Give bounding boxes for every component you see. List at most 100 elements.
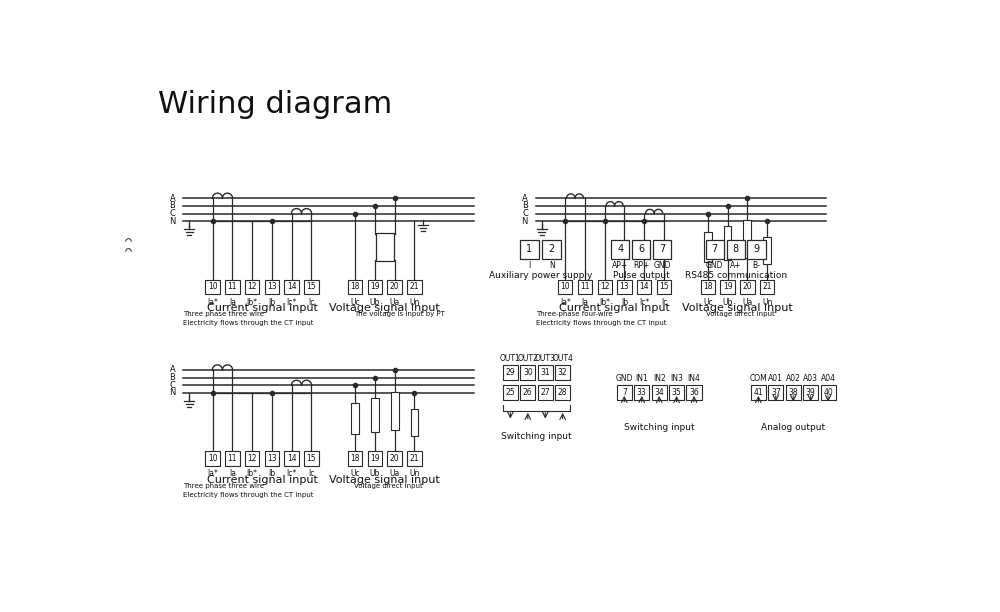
Text: 4: 4: [617, 244, 623, 255]
Text: 7: 7: [659, 244, 665, 255]
Text: Pulse output: Pulse output: [613, 271, 670, 280]
Text: 18: 18: [350, 454, 360, 463]
FancyBboxPatch shape: [376, 233, 394, 261]
FancyBboxPatch shape: [304, 280, 319, 294]
Text: Ib: Ib: [268, 469, 275, 478]
Text: N: N: [522, 217, 528, 226]
Text: 10: 10: [208, 282, 217, 291]
Text: Ia*: Ia*: [207, 297, 218, 307]
FancyBboxPatch shape: [368, 280, 382, 294]
FancyBboxPatch shape: [304, 451, 319, 466]
Text: 33: 33: [637, 388, 647, 397]
Text: A03: A03: [803, 375, 818, 383]
Text: I: I: [528, 261, 530, 269]
Text: 34: 34: [654, 388, 664, 397]
Text: Ic*: Ic*: [639, 297, 649, 307]
FancyBboxPatch shape: [205, 280, 220, 294]
FancyBboxPatch shape: [611, 240, 629, 259]
Text: 41: 41: [754, 388, 763, 397]
Text: Ua: Ua: [742, 297, 752, 307]
Text: Ub: Ub: [370, 469, 380, 478]
Text: B-: B-: [753, 261, 761, 269]
FancyBboxPatch shape: [657, 280, 671, 294]
FancyBboxPatch shape: [368, 451, 382, 466]
FancyBboxPatch shape: [411, 409, 418, 436]
FancyBboxPatch shape: [803, 386, 818, 400]
Text: Un: Un: [762, 297, 772, 307]
Text: Ia: Ia: [581, 297, 588, 307]
Text: Ib*: Ib*: [247, 469, 258, 478]
Text: 14: 14: [287, 282, 296, 291]
FancyBboxPatch shape: [225, 280, 240, 294]
Text: 9: 9: [754, 244, 760, 255]
Text: 7: 7: [622, 388, 627, 397]
Text: Uc: Uc: [350, 469, 360, 478]
Text: 20: 20: [743, 282, 752, 291]
Text: 11: 11: [228, 454, 237, 463]
Text: RP+: RP+: [633, 261, 649, 269]
Text: OUT1: OUT1: [500, 354, 521, 364]
Text: A: A: [522, 193, 528, 203]
FancyBboxPatch shape: [348, 280, 362, 294]
Text: 19: 19: [370, 282, 380, 291]
Text: 19: 19: [723, 282, 732, 291]
Text: Ua: Ua: [390, 297, 400, 307]
Text: OUT2: OUT2: [517, 354, 538, 364]
Text: Voltage signal input: Voltage signal input: [329, 303, 440, 313]
FancyBboxPatch shape: [225, 451, 240, 466]
FancyBboxPatch shape: [760, 280, 774, 294]
Text: 19: 19: [370, 454, 380, 463]
FancyBboxPatch shape: [503, 386, 518, 400]
Text: Voltage signal input: Voltage signal input: [682, 303, 793, 313]
Text: Uc: Uc: [350, 297, 360, 307]
FancyBboxPatch shape: [555, 365, 570, 380]
FancyBboxPatch shape: [724, 226, 731, 260]
Text: Ib*: Ib*: [247, 297, 258, 307]
FancyBboxPatch shape: [704, 231, 712, 263]
Text: 21: 21: [762, 282, 772, 291]
FancyBboxPatch shape: [520, 365, 535, 380]
Text: Ib*: Ib*: [599, 297, 610, 307]
Text: Ub: Ub: [722, 297, 733, 307]
Text: Analog output: Analog output: [761, 423, 825, 432]
FancyBboxPatch shape: [387, 280, 402, 294]
FancyBboxPatch shape: [284, 451, 299, 466]
Text: 36: 36: [689, 388, 699, 397]
FancyBboxPatch shape: [520, 240, 539, 259]
FancyBboxPatch shape: [245, 280, 259, 294]
Text: 37: 37: [771, 388, 781, 397]
Text: 14: 14: [639, 282, 649, 291]
FancyBboxPatch shape: [555, 386, 570, 400]
Text: Ib: Ib: [621, 297, 628, 307]
Text: Current signal input: Current signal input: [559, 303, 670, 313]
Text: IN2: IN2: [653, 375, 666, 383]
Text: 25: 25: [506, 388, 515, 397]
FancyBboxPatch shape: [701, 280, 715, 294]
Text: Wiring diagram: Wiring diagram: [158, 91, 392, 119]
Text: A02: A02: [786, 375, 801, 383]
Text: N: N: [549, 261, 555, 269]
Text: 18: 18: [350, 282, 360, 291]
Text: Switching input: Switching input: [501, 432, 572, 441]
FancyBboxPatch shape: [578, 280, 592, 294]
Text: Ic: Ic: [308, 297, 315, 307]
Text: Ia*: Ia*: [207, 469, 218, 478]
Text: 35: 35: [672, 388, 681, 397]
FancyBboxPatch shape: [632, 240, 650, 259]
Text: Ub: Ub: [370, 297, 380, 307]
Text: 7: 7: [712, 244, 718, 255]
Text: Auxiliary power supply: Auxiliary power supply: [489, 271, 592, 280]
Text: 20: 20: [390, 454, 400, 463]
Text: 2: 2: [549, 244, 555, 255]
Text: N: N: [169, 389, 175, 397]
Text: 12: 12: [247, 282, 257, 291]
FancyBboxPatch shape: [634, 386, 649, 400]
FancyBboxPatch shape: [727, 240, 745, 259]
Text: IN1: IN1: [635, 375, 648, 383]
Text: Ia: Ia: [229, 469, 236, 478]
FancyBboxPatch shape: [821, 386, 836, 400]
Text: A01: A01: [768, 375, 783, 383]
Text: Three phase three wire
Electricity flows through the CT input: Three phase three wire Electricity flows…: [183, 312, 314, 326]
Text: GND: GND: [706, 261, 724, 269]
Text: 27: 27: [540, 388, 550, 397]
